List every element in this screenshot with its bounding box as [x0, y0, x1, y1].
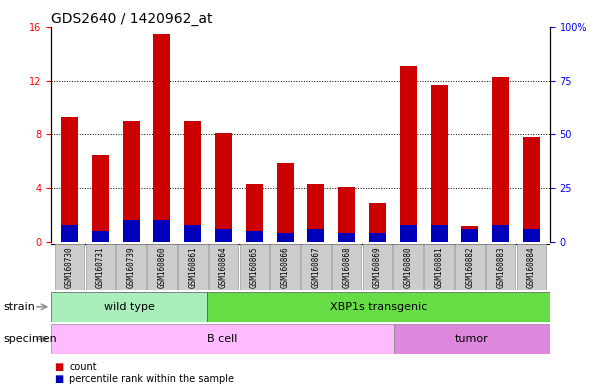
Bar — [147, 244, 177, 290]
Text: GSM160882: GSM160882 — [465, 246, 474, 288]
Text: count: count — [69, 362, 97, 372]
Bar — [430, 225, 448, 242]
Text: GSM160861: GSM160861 — [188, 246, 197, 288]
Text: GSM160865: GSM160865 — [250, 246, 259, 288]
Bar — [332, 244, 361, 290]
Bar — [240, 244, 269, 290]
Text: specimen: specimen — [3, 334, 56, 344]
Bar — [486, 244, 516, 290]
Bar — [394, 244, 423, 290]
Bar — [153, 220, 171, 242]
Bar — [338, 187, 355, 242]
Bar — [209, 244, 239, 290]
Bar — [338, 233, 355, 242]
Bar — [492, 225, 509, 242]
Bar — [51, 324, 394, 354]
Bar — [369, 233, 386, 242]
Bar — [185, 121, 201, 242]
Text: GSM160867: GSM160867 — [311, 246, 320, 288]
Text: B cell: B cell — [207, 334, 238, 344]
Bar — [308, 229, 325, 242]
Text: GSM160881: GSM160881 — [435, 246, 444, 288]
Text: GSM160739: GSM160739 — [127, 246, 136, 288]
Bar — [424, 244, 454, 290]
Text: XBP1s transgenic: XBP1s transgenic — [330, 302, 427, 312]
Text: tumor: tumor — [455, 334, 489, 344]
Bar — [430, 85, 448, 242]
Text: ■: ■ — [54, 362, 63, 372]
Bar — [215, 133, 232, 242]
Text: percentile rank within the sample: percentile rank within the sample — [69, 374, 234, 384]
Bar — [400, 225, 416, 242]
Bar — [523, 137, 540, 242]
Bar — [276, 233, 293, 242]
Text: GSM160869: GSM160869 — [373, 246, 382, 288]
Bar — [246, 184, 263, 242]
Text: GSM160866: GSM160866 — [281, 246, 290, 288]
Bar — [517, 244, 546, 290]
Bar — [308, 184, 325, 242]
Bar — [246, 231, 263, 242]
Bar — [270, 244, 300, 290]
Bar — [123, 121, 139, 242]
Text: GSM160860: GSM160860 — [157, 246, 166, 288]
Bar — [92, 231, 109, 242]
Bar — [215, 229, 232, 242]
Text: GSM160730: GSM160730 — [65, 246, 74, 288]
Text: GSM160864: GSM160864 — [219, 246, 228, 288]
Bar — [61, 225, 78, 242]
Bar — [51, 292, 207, 322]
Bar — [523, 229, 540, 242]
Text: ■: ■ — [54, 374, 63, 384]
Bar — [276, 163, 293, 242]
Bar — [153, 34, 171, 242]
Bar — [207, 292, 550, 322]
Bar — [92, 155, 109, 242]
Bar — [462, 226, 478, 242]
Text: GSM160731: GSM160731 — [96, 246, 105, 288]
Bar — [455, 244, 484, 290]
Text: strain: strain — [3, 302, 35, 312]
Text: GDS2640 / 1420962_at: GDS2640 / 1420962_at — [51, 12, 213, 26]
Bar — [185, 225, 201, 242]
Bar — [61, 117, 78, 242]
Bar — [55, 244, 84, 290]
Bar — [178, 244, 207, 290]
Text: GSM160868: GSM160868 — [342, 246, 351, 288]
Bar — [301, 244, 331, 290]
Bar — [123, 220, 139, 242]
Text: wild type: wild type — [103, 302, 154, 312]
Bar — [369, 203, 386, 242]
Bar — [492, 77, 509, 242]
Text: GSM160884: GSM160884 — [527, 246, 536, 288]
Bar — [117, 244, 146, 290]
Bar — [462, 229, 478, 242]
Bar — [85, 244, 115, 290]
Text: GSM160883: GSM160883 — [496, 246, 505, 288]
Text: GSM160880: GSM160880 — [404, 246, 413, 288]
Bar — [362, 244, 392, 290]
Bar — [394, 324, 550, 354]
Bar — [400, 66, 416, 242]
